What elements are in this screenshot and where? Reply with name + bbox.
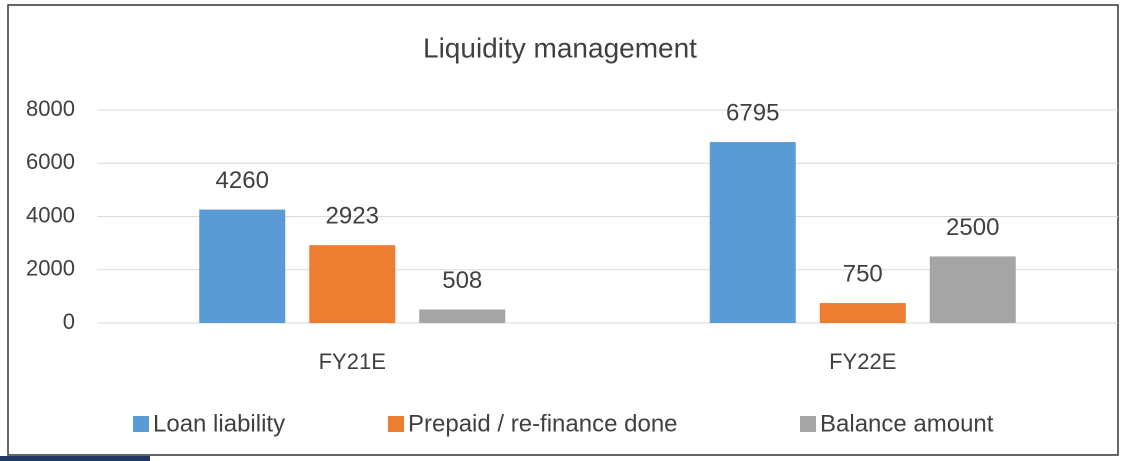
legend-label: Balance amount xyxy=(820,410,994,437)
x-tick-label: FY21E xyxy=(319,349,386,374)
bar xyxy=(819,303,906,323)
decoration xyxy=(0,456,150,461)
data-label: 750 xyxy=(843,260,883,287)
bar xyxy=(929,256,1016,323)
bar xyxy=(199,209,286,323)
data-label: 4260 xyxy=(216,167,269,194)
y-tick-label: 8000 xyxy=(26,96,75,121)
y-tick-label: 0 xyxy=(63,309,75,334)
legend-swatch xyxy=(800,416,816,432)
legend-swatch xyxy=(133,416,149,432)
data-label: 508 xyxy=(442,267,482,294)
legend-swatch xyxy=(388,416,404,432)
data-label: 6795 xyxy=(726,99,779,126)
legend-label: Prepaid / re-finance done xyxy=(408,410,678,437)
y-tick-label: 2000 xyxy=(26,256,75,281)
data-label: 2923 xyxy=(326,203,379,230)
chart-title: Liquidity management xyxy=(423,32,697,63)
bar xyxy=(309,245,396,323)
x-tick-label: FY22E xyxy=(829,349,896,374)
legend-label: Loan liability xyxy=(153,410,285,437)
data-label: 2500 xyxy=(946,214,999,241)
chart-frame xyxy=(7,4,1119,456)
bar xyxy=(709,142,796,323)
y-tick-label: 4000 xyxy=(26,202,75,227)
bar xyxy=(419,309,506,323)
y-tick-label: 6000 xyxy=(26,149,75,174)
